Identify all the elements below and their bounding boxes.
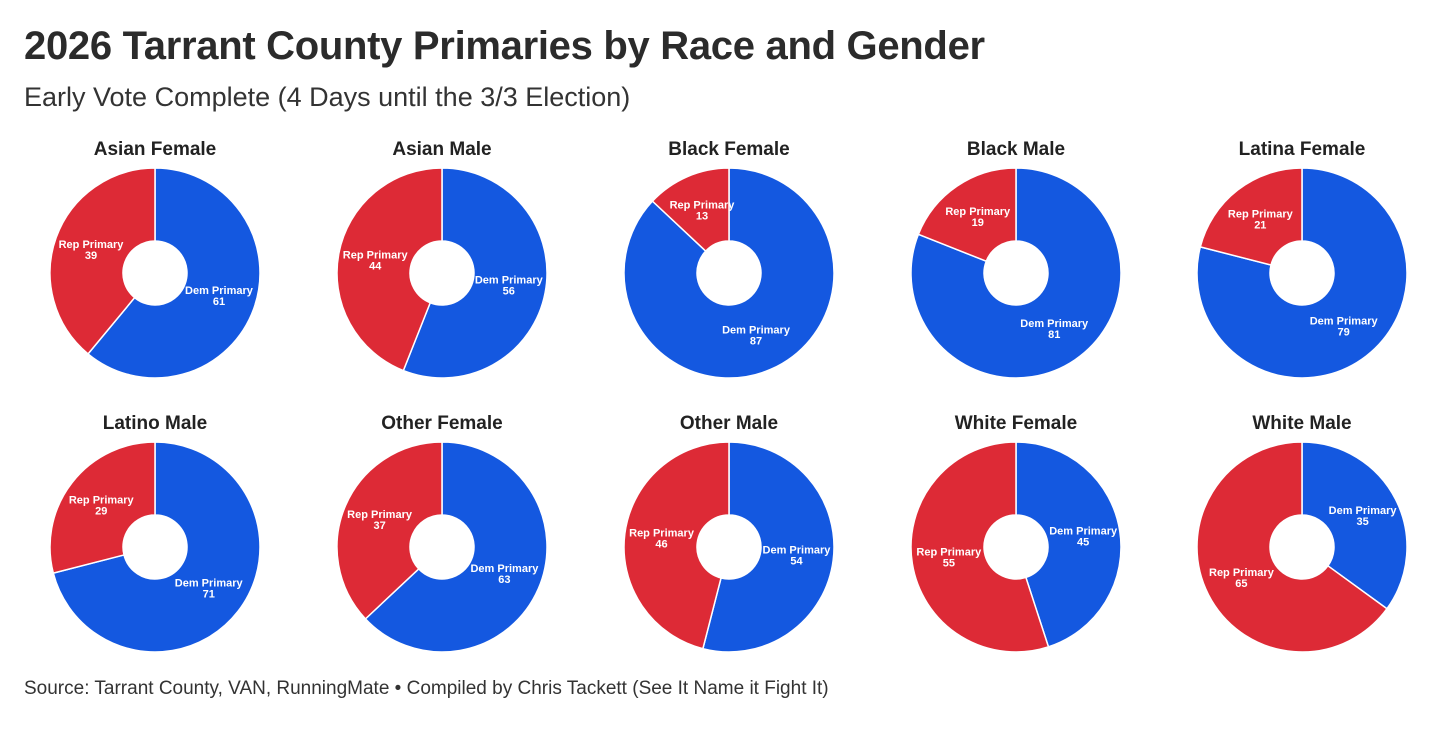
slice-label-rep-asian-male: Rep Primary: [343, 249, 409, 261]
slice-value-rep-black-female: 13: [696, 211, 708, 223]
slice-value-rep-latina-female: 21: [1254, 219, 1266, 231]
slice-label-dem-black-male: Dem Primary: [1020, 318, 1089, 330]
slice-value-rep-white-male: 65: [1235, 578, 1247, 590]
slice-label-rep-latino-male: Rep Primary: [69, 494, 135, 506]
slice-value-rep-black-male: 19: [972, 217, 984, 229]
slice-dem-black-female: [623, 167, 835, 379]
slice-value-rep-other-male: 46: [655, 538, 667, 550]
slice-rep-white-female: [910, 441, 1050, 653]
slice-value-dem-other-male: 54: [790, 556, 803, 568]
slice-label-dem-white-female: Dem Primary: [1049, 525, 1118, 537]
slice-value-dem-black-female: 87: [750, 335, 762, 347]
slice-dem-other-female: [364, 441, 548, 653]
slice-dem-latino-male: [52, 441, 261, 653]
slice-label-rep-latina-female: Rep Primary: [1228, 208, 1294, 220]
slice-rep-black-female: [651, 167, 730, 252]
slice-label-rep-black-female: Rep Primary: [670, 200, 736, 212]
slice-rep-latina-female: [1199, 167, 1303, 266]
chart-title-latina-female: Latina Female: [1239, 139, 1366, 160]
chart-title-black-female: Black Female: [668, 139, 789, 160]
slice-value-rep-asian-female: 39: [85, 250, 97, 262]
slice-dem-asian-male: [402, 167, 548, 379]
slice-rep-latino-male: [49, 441, 156, 574]
chart-title-white-female: White Female: [955, 413, 1077, 434]
slice-label-dem-asian-male: Dem Primary: [475, 275, 544, 287]
slice-value-dem-asian-female: 61: [213, 296, 225, 308]
slice-value-dem-latino-male: 71: [203, 589, 215, 601]
chart-title-asian-male: Asian Male: [392, 139, 491, 160]
chart-title-latino-male: Latino Male: [103, 413, 208, 434]
chart-title-other-female: Other Female: [381, 413, 502, 434]
chart-title-asian-female: Asian Female: [94, 139, 217, 160]
slice-rep-black-male: [917, 167, 1017, 262]
chart-title-white-male: White Male: [1252, 413, 1351, 434]
slice-value-dem-white-female: 45: [1077, 536, 1089, 548]
slice-label-dem-other-female: Dem Primary: [470, 563, 539, 575]
slice-value-dem-black-male: 81: [1048, 329, 1060, 341]
slice-rep-other-male: [623, 441, 730, 650]
slice-rep-white-male: [1196, 441, 1388, 653]
slice-label-dem-latina-female: Dem Primary: [1310, 316, 1379, 328]
slice-value-rep-asian-male: 44: [369, 260, 382, 272]
slice-value-dem-latina-female: 79: [1338, 327, 1350, 339]
slice-label-dem-black-female: Dem Primary: [722, 324, 791, 336]
slice-label-dem-latino-male: Dem Primary: [175, 578, 244, 590]
slice-value-rep-white-female: 55: [943, 558, 955, 570]
slice-rep-other-female: [336, 441, 443, 620]
chart-title-other-male: Other Male: [680, 413, 778, 434]
slice-label-rep-other-female: Rep Primary: [347, 509, 413, 521]
slice-dem-latina-female: [1196, 167, 1408, 379]
slice-value-dem-other-female: 63: [498, 574, 510, 586]
slice-dem-white-male: [1301, 441, 1408, 610]
slice-rep-asian-male: [336, 167, 443, 372]
page-title: 2026 Tarrant County Primaries by Race an…: [24, 24, 985, 68]
chart-title-black-male: Black Male: [967, 139, 1065, 160]
slice-dem-asian-female: [87, 167, 261, 379]
slice-value-dem-asian-male: 56: [503, 286, 515, 298]
page-subtitle: Early Vote Complete (4 Days until the 3/…: [24, 82, 631, 112]
slice-label-rep-asian-female: Rep Primary: [59, 239, 125, 251]
slice-label-rep-black-male: Rep Primary: [945, 206, 1011, 218]
slice-label-dem-other-male: Dem Primary: [763, 545, 832, 557]
slice-value-rep-other-female: 37: [373, 520, 385, 532]
slice-dem-black-male: [910, 167, 1122, 379]
slice-label-rep-white-female: Rep Primary: [916, 547, 982, 559]
slice-label-rep-white-male: Rep Primary: [1209, 567, 1275, 579]
slice-value-dem-white-male: 35: [1356, 516, 1368, 528]
slice-rep-asian-female: [49, 167, 156, 355]
slice-label-dem-white-male: Dem Primary: [1329, 505, 1398, 517]
slice-dem-other-male: [702, 441, 835, 653]
source-note: Source: Tarrant County, VAN, RunningMate…: [24, 678, 829, 699]
slice-value-rep-latino-male: 29: [95, 505, 107, 517]
slice-label-dem-asian-female: Dem Primary: [185, 285, 254, 297]
slice-dem-white-female: [1015, 441, 1122, 648]
slice-label-rep-other-male: Rep Primary: [629, 527, 695, 539]
